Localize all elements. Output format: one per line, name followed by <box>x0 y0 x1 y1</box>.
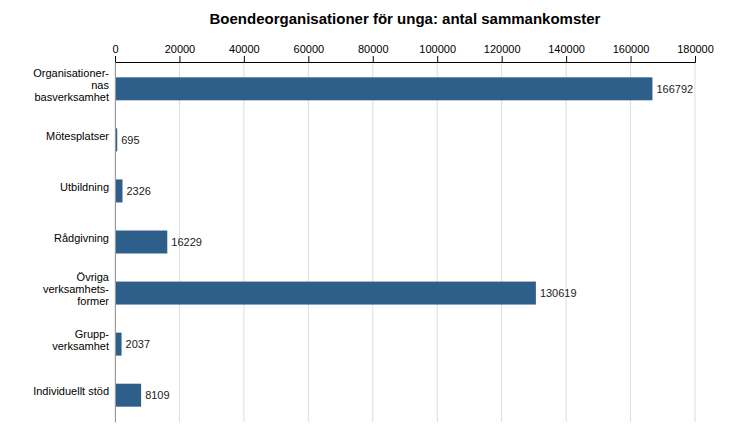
bar <box>115 282 536 305</box>
plot: 0 20000 40000 60000 80000 100000 120000 140000 1… <box>33 43 714 423</box>
grid-line <box>695 62 696 422</box>
x-tick-mark <box>244 56 245 62</box>
bars <box>115 77 652 406</box>
x-tick-label: 100000 <box>419 43 456 55</box>
data-label: 2326 <box>126 185 150 197</box>
data-label: 130619 <box>540 287 577 299</box>
chart: 0 20000 40000 60000 80000 100000 120000 140000 1… <box>0 0 750 436</box>
y-tick: Organisationer-nasbasverksamhet <box>33 67 109 103</box>
y-tick: Rådgivning <box>54 232 109 244</box>
y-axis: Individuellt stöd Grupp-verksamhet Övrigav… <box>33 63 115 423</box>
grid-line <box>115 62 116 422</box>
y-tick-label: Organisationer-nasbasverksamhet <box>33 67 109 103</box>
bar <box>115 179 122 202</box>
x-tick-label: 60000 <box>294 43 325 55</box>
x-tick: 140000 <box>548 43 585 62</box>
grid <box>115 62 695 422</box>
x-tick-mark <box>695 56 696 62</box>
data-label: 166792 <box>656 83 693 95</box>
bar <box>115 231 167 254</box>
data-label: 2037 <box>126 338 150 350</box>
data-label: 695 <box>121 134 139 146</box>
x-tick-mark <box>566 56 567 62</box>
x-tick: 160000 <box>613 43 650 62</box>
x-tick-label: 160000 <box>613 43 650 55</box>
y-tick-label: Utbildning <box>60 181 109 193</box>
y-tick: Grupp-verksamhet <box>52 328 109 352</box>
data-label: 8109 <box>145 389 169 401</box>
x-tick-label: 140000 <box>548 43 585 55</box>
y-tick-label: Övrigaverksamhets-former <box>43 271 110 307</box>
x-tick-label: 120000 <box>484 43 521 55</box>
x-tick: 0 <box>112 43 118 62</box>
x-tick-mark <box>179 56 180 62</box>
y-tick-label: Individuellt stöd <box>33 385 109 397</box>
x-tick-mark <box>437 56 438 62</box>
x-tick-label: 80000 <box>358 43 389 55</box>
x-tick-mark <box>502 56 503 62</box>
x-tick-label: 40000 <box>229 43 260 55</box>
x-tick-mark <box>115 56 116 62</box>
grid-line <box>501 62 502 422</box>
y-tick: Mötesplatser <box>46 130 109 142</box>
grid-line <box>308 62 309 422</box>
grid-line <box>566 62 567 422</box>
bar <box>115 384 141 407</box>
y-tick-label: Grupp-verksamhet <box>52 328 109 352</box>
y-tick-label: Rådgivning <box>54 232 109 244</box>
grid-line <box>630 62 631 422</box>
x-tick: 40000 <box>229 43 260 62</box>
x-tick: 120000 <box>484 43 521 62</box>
y-axis-line <box>115 63 116 423</box>
title: Boendeorganisationer för unga: antal sam… <box>210 10 601 27</box>
y-tick-label: Mötesplatser <box>46 130 109 142</box>
x-tick: 60000 <box>294 43 325 62</box>
x-tick: 80000 <box>358 43 389 62</box>
x-tick-mark <box>631 56 632 62</box>
x-tick-label: 180000 <box>677 43 714 55</box>
bar <box>115 77 652 100</box>
y-tick: Övrigaverksamhets-former <box>43 271 110 307</box>
data-label: 16229 <box>171 236 202 248</box>
x-tick-label: 20000 <box>165 43 196 55</box>
x-axis-line <box>116 56 696 63</box>
data-labels: 8109 2037 130619 16229 2326 695 166792 <box>121 83 693 401</box>
x-tick: 100000 <box>419 43 456 62</box>
x-tick: 180000 <box>677 43 714 62</box>
grid-line <box>372 62 373 422</box>
x-tick: 20000 <box>165 43 196 62</box>
y-tick: Individuellt stöd <box>33 385 109 397</box>
x-tick-mark <box>373 56 374 62</box>
grid-line <box>243 62 244 422</box>
x-tick-label: 0 <box>112 43 118 55</box>
y-tick: Utbildning <box>60 181 109 193</box>
x-axis: 0 20000 40000 60000 80000 100000 120000 140000 1… <box>112 43 713 63</box>
x-tick-mark <box>308 56 309 62</box>
grid-line <box>437 62 438 422</box>
